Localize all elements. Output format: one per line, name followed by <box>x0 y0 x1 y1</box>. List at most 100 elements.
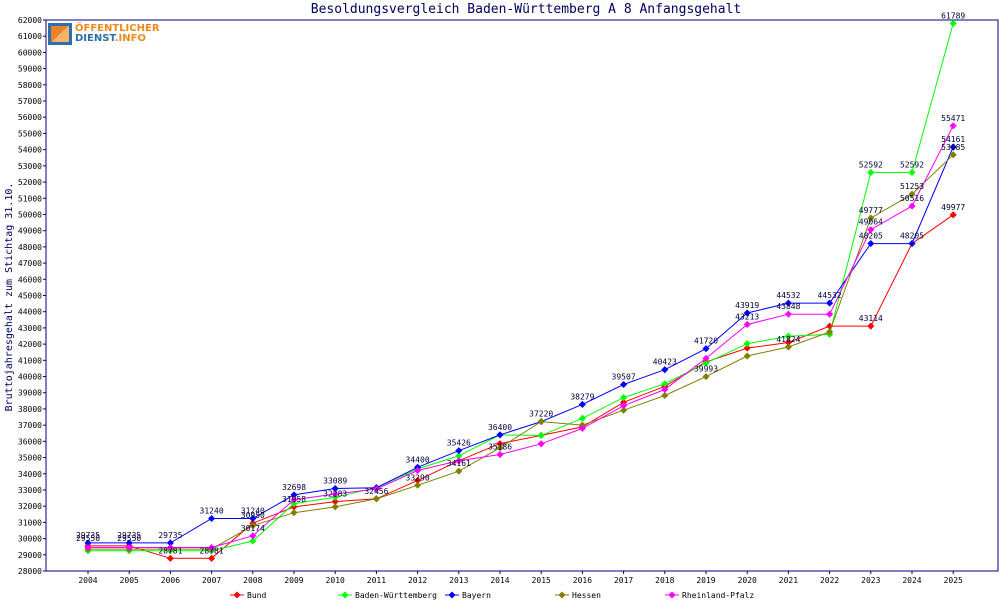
data-label: 39507 <box>612 373 636 382</box>
data-point <box>949 19 957 27</box>
y-axis-label: Bruttojahresgehalt zum Stichtag 31.10. <box>4 183 15 412</box>
series-layer <box>84 19 957 562</box>
legend-swatch-marker <box>341 591 349 599</box>
data-label: 52592 <box>900 160 924 169</box>
legend-label: Baden-Württemberg <box>355 591 437 600</box>
logo-mark-icon <box>48 23 72 45</box>
data-point <box>867 322 875 330</box>
data-point <box>908 168 916 177</box>
y-tick-label: 51000 <box>18 194 42 203</box>
data-point <box>784 343 792 351</box>
y-tick-label: 49000 <box>18 227 42 236</box>
plot-frame <box>45 19 999 572</box>
data-point <box>578 414 586 422</box>
data-label: 28781 <box>158 546 182 555</box>
data-label: 36400 <box>488 423 512 432</box>
data-point <box>414 476 422 484</box>
series-line <box>88 154 954 550</box>
data-point <box>208 514 216 523</box>
data-label: 49777 <box>859 206 883 215</box>
data-point <box>166 543 174 552</box>
data-point <box>249 522 257 530</box>
data-point <box>949 151 957 159</box>
data-label: 37220 <box>529 410 553 419</box>
data-point <box>496 444 504 452</box>
data-label: 31240 <box>200 506 224 515</box>
x-tick-label: 2009 <box>284 576 303 585</box>
y-tick-label: 62000 <box>18 16 42 25</box>
legend: Bund Baden-Württemberg Bayern Hessen Rheinla… <box>230 591 754 600</box>
series-line <box>88 214 954 559</box>
y-tick-label: 33000 <box>18 486 42 495</box>
x-tick-label: 2013 <box>449 576 468 585</box>
data-point <box>537 440 545 448</box>
data-point <box>620 402 628 410</box>
x-tick-label: 2017 <box>614 576 633 585</box>
y-tick-label: 50000 <box>18 210 42 219</box>
data-label: 43213 <box>735 312 759 321</box>
data-point <box>208 543 216 552</box>
legend-label: Bund <box>247 591 266 600</box>
data-point <box>620 394 628 402</box>
data-point <box>290 496 298 504</box>
y-tick-label: 29000 <box>18 551 42 560</box>
logo-line-2a: DIENST <box>75 33 115 44</box>
data-label: 44532 <box>818 291 842 300</box>
data-point <box>331 484 339 493</box>
data-label: 41824 <box>776 335 800 344</box>
data-point <box>620 380 628 389</box>
data-point <box>455 452 463 460</box>
data-point <box>455 467 463 475</box>
y-tick-label: 40000 <box>18 373 42 382</box>
x-tick-label: 2015 <box>532 576 551 585</box>
series-line <box>88 146 954 544</box>
logo-line-2b: .INFO <box>114 33 146 44</box>
data-point <box>331 503 339 511</box>
data-point <box>702 373 710 381</box>
data-point <box>826 299 834 307</box>
data-label: 33290 <box>406 473 430 482</box>
data-point <box>125 543 133 552</box>
y-tick-label: 55000 <box>18 129 42 138</box>
x-tick-label: 2007 <box>202 576 221 585</box>
x-tick-label: 2021 <box>779 576 798 585</box>
data-point <box>661 366 669 374</box>
data-point <box>537 431 545 439</box>
logo-line-2: DIENST.INFO <box>75 34 160 44</box>
y-tick-label: 47000 <box>18 259 42 268</box>
data-point <box>372 495 380 503</box>
y-tick-label: 41000 <box>18 356 42 365</box>
data-point <box>743 309 751 317</box>
data-point <box>578 400 586 408</box>
data-label: 33089 <box>323 477 347 486</box>
data-point <box>702 345 710 353</box>
legend-swatch-marker <box>233 591 241 599</box>
y-axis: 28000 29000 30000 31000 32000 33000 34000 35000… <box>18 16 46 576</box>
data-point <box>290 491 298 499</box>
data-label: 29550 <box>117 534 141 543</box>
data-point <box>208 554 216 562</box>
x-tick-label: 2004 <box>78 576 97 585</box>
y-tick-label: 30000 <box>18 535 42 544</box>
data-point <box>743 340 751 348</box>
data-point <box>414 481 422 489</box>
data-point <box>331 498 339 506</box>
y-tick-label: 38000 <box>18 405 42 414</box>
logo-line-1: ÖFFENTLICHER <box>75 23 160 34</box>
y-tick-label: 60000 <box>18 48 42 57</box>
y-tick-label: 35000 <box>18 454 42 463</box>
data-point <box>496 431 504 439</box>
data-point <box>743 320 751 328</box>
data-point <box>949 122 957 130</box>
data-label: 29735 <box>117 531 141 540</box>
data-label: 61789 <box>941 11 965 20</box>
y-tick-label: 39000 <box>18 389 42 398</box>
data-point <box>578 424 586 432</box>
data-point <box>867 168 875 177</box>
data-point <box>249 537 257 545</box>
y-tick-label: 46000 <box>18 275 42 284</box>
data-label: 49977 <box>941 203 965 212</box>
x-tick-label: 2010 <box>326 576 345 585</box>
data-label: 34161 <box>447 459 471 468</box>
